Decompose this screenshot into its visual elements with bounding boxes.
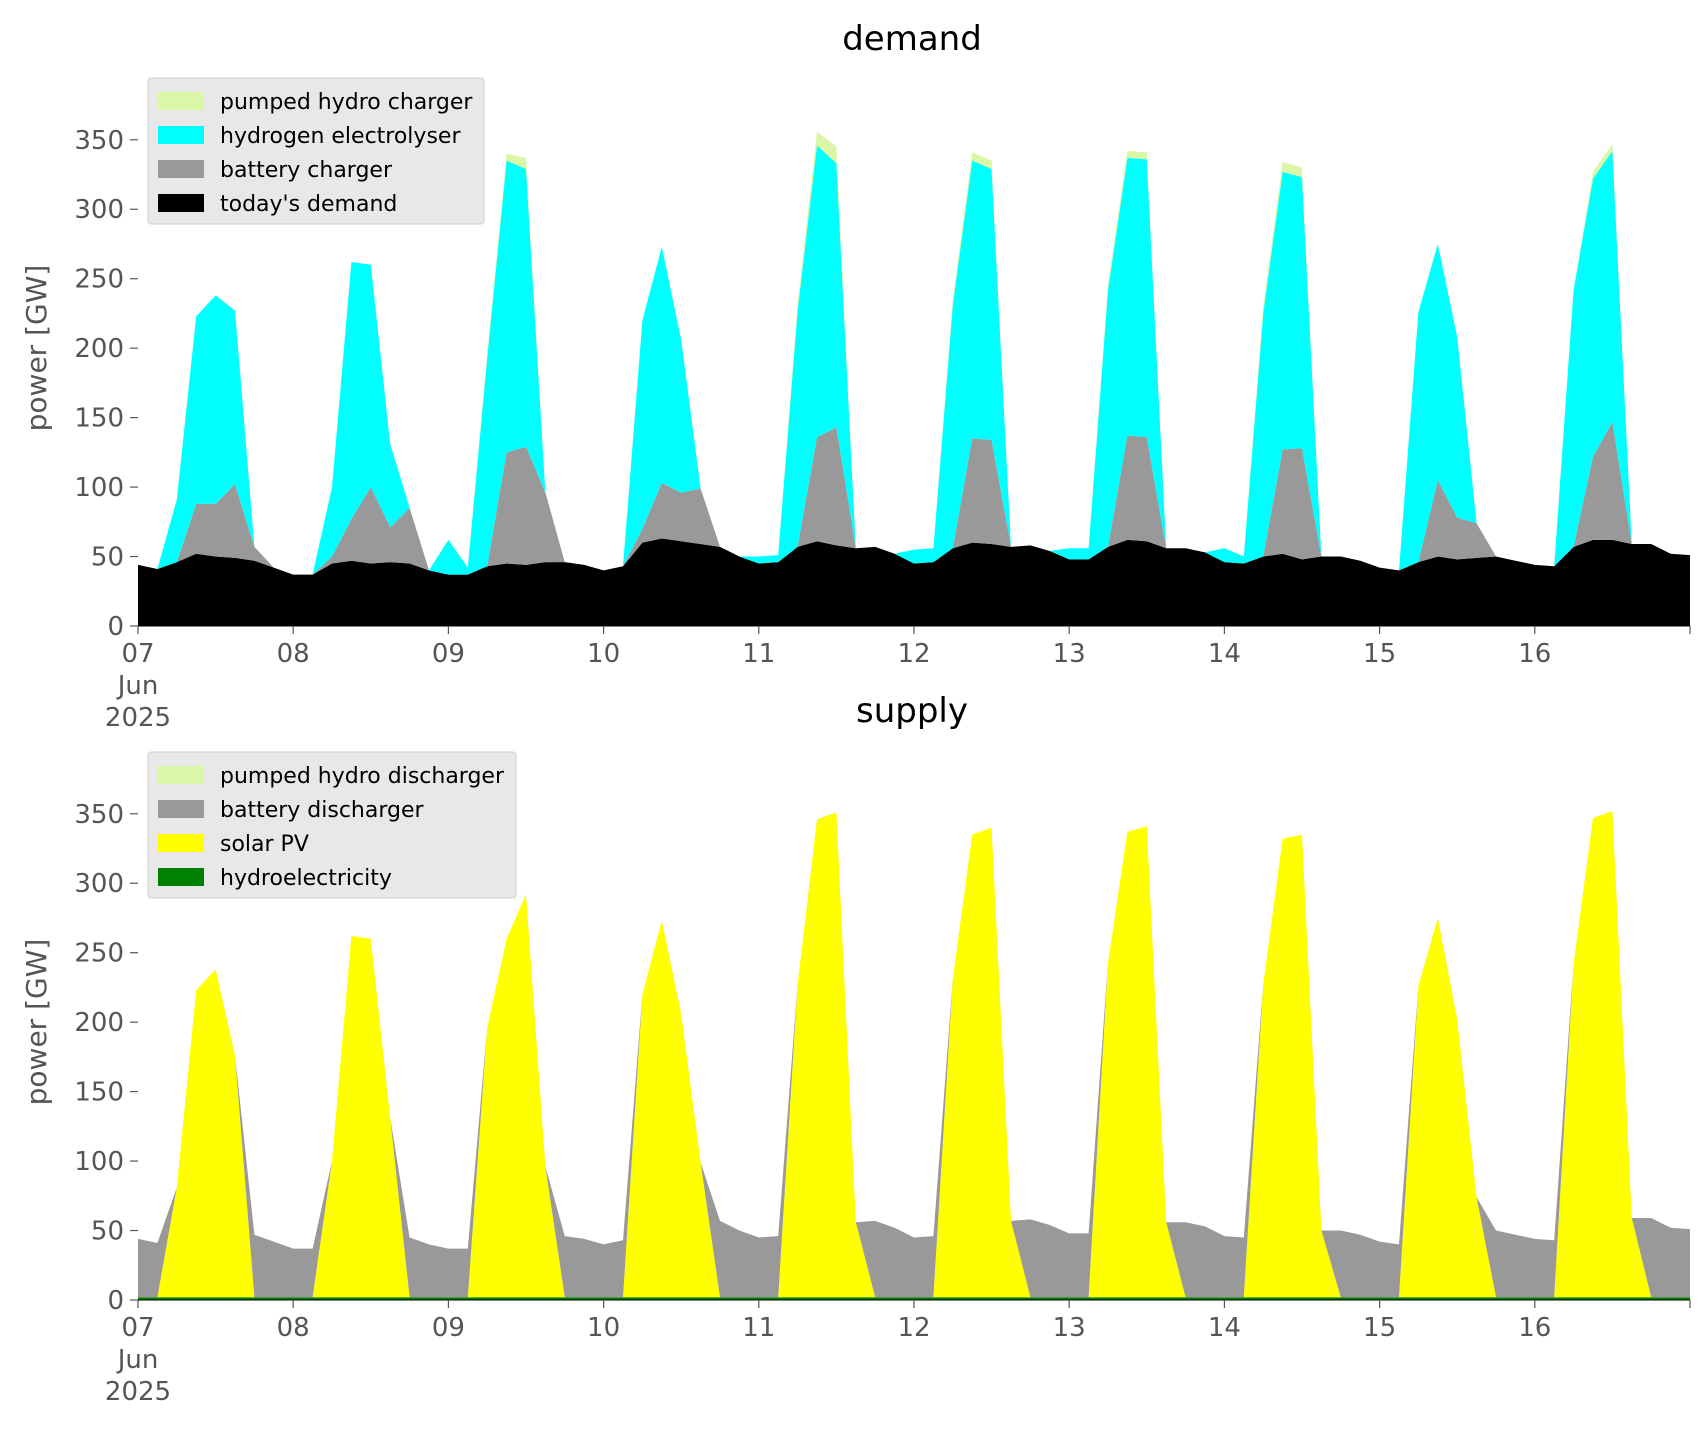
y-tick-label: 0 [107,1286,124,1316]
y-tick-label: 50 [91,543,124,573]
legend-swatch [158,126,204,144]
x-tick-label: 15 [1363,639,1396,669]
y-tick-label: 300 [74,195,124,225]
legend-swatch [158,766,204,784]
legend-swatch [158,92,204,110]
x-tick-label: 13 [1053,1313,1086,1343]
y-tick-label: 350 [74,800,124,830]
x-tick-label: 09 [432,1313,465,1343]
y-tick-label: 200 [74,1008,124,1038]
x-tick-label: 11 [742,1313,775,1343]
x-tick-label: 07 [121,639,154,669]
x-tick-label: 15 [1363,1313,1396,1343]
legend-label: today's demand [220,192,397,217]
legend: pumped hydro discharger battery discharge… [147,751,517,899]
stacked-areas [138,131,1690,626]
y-tick-label: 100 [74,1147,124,1177]
x-tick-label: Jun [116,1345,159,1375]
legend-swatch [158,834,204,852]
x-tick-label: 16 [1518,1313,1551,1343]
x-tick-label: 14 [1208,1313,1241,1343]
area-battery-discharger [138,811,1690,1298]
x-tick-label: 2025 [105,1377,171,1407]
legend-swatch [158,194,204,212]
legend-box [147,751,517,899]
area-today-s-demand [138,538,1690,626]
area-battery-charger [138,421,1690,575]
x-tick-label: 13 [1053,639,1086,669]
y-tick-label: 150 [74,404,124,434]
legend-label: hydrogen electrolyser [220,124,461,149]
y-tick-label: 300 [74,869,124,899]
legend-box [147,77,485,225]
y-tick-label: 0 [107,612,124,642]
y-tick-label: 250 [74,939,124,969]
x-tick-label: 08 [277,639,310,669]
stacked-areas [138,811,1690,1300]
area-solar-pv [138,811,1690,1298]
chart-title: supply [856,691,968,731]
legend-swatch [158,868,204,886]
legend-label: battery discharger [220,798,425,823]
y-axis-label: power [GW] [20,939,53,1106]
legend-label: solar PV [220,832,309,857]
x-tick-label: 07 [121,1313,154,1343]
legend-swatch [158,800,204,818]
legend-label: pumped hydro charger [220,90,473,115]
area-hydroelectricity [138,1297,1690,1300]
x-tick-label: 16 [1518,639,1551,669]
x-tick-label: 14 [1208,639,1241,669]
y-axis-label: power [GW] [20,265,53,432]
x-tick-label: 10 [587,1313,620,1343]
x-tick-label: Jun [116,671,159,701]
y-tick-label: 200 [74,334,124,364]
y-tick-label: 50 [91,1217,124,1247]
chart-title: demand [842,19,982,59]
y-tick-label: 250 [74,265,124,295]
legend-label: pumped hydro discharger [220,764,505,789]
y-tick-label: 350 [74,126,124,156]
y-tick-label: 100 [74,473,124,503]
legend: pumped hydro charger hydrogen electrolyse… [147,77,485,225]
legend-label: hydroelectricity [220,866,392,891]
legend-label: battery charger [220,158,393,183]
legend-swatch [158,160,204,178]
x-tick-label: 08 [277,1313,310,1343]
area-hydrogen-electrolyser [138,145,1690,575]
demand-panel: demand power [GW] 0501001502002503003500… [20,19,1691,733]
x-tick-label: 09 [432,639,465,669]
y-tick-label: 150 [74,1078,124,1108]
x-tick-label: 12 [897,639,930,669]
supply-panel: supply power [GW] 0501001502002503003500… [20,691,1691,1407]
x-tick-label: 10 [587,639,620,669]
x-tick-label: 11 [742,639,775,669]
x-tick-label: 2025 [105,703,171,733]
x-tick-label: 12 [897,1313,930,1343]
